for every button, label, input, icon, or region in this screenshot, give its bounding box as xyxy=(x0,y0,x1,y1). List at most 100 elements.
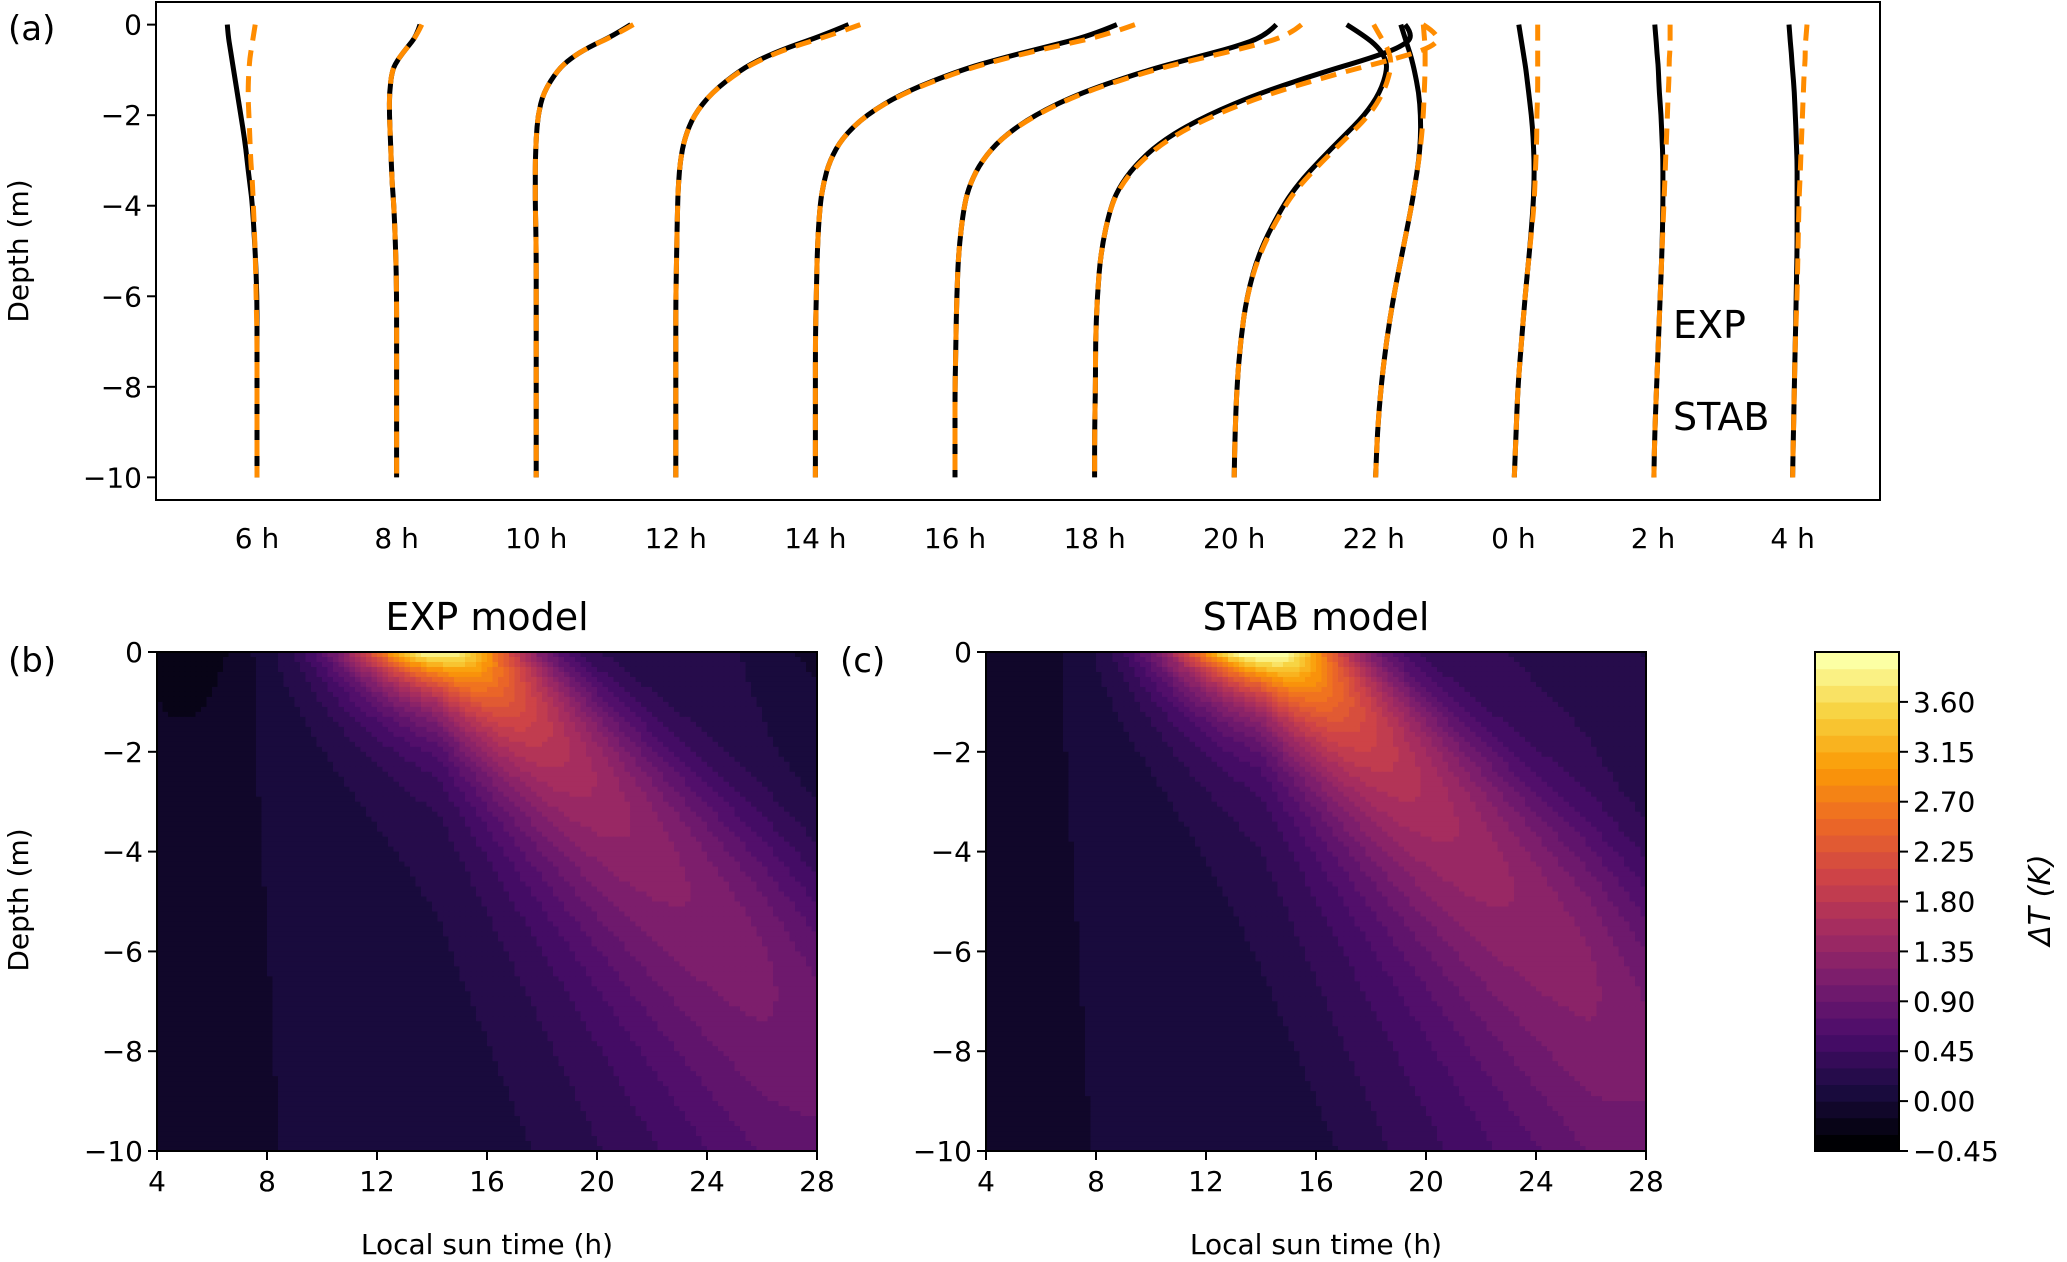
heatmap-cell xyxy=(284,842,290,848)
heatmap-cell xyxy=(729,787,735,793)
heatmap-cell xyxy=(284,772,290,778)
heatmap-cell xyxy=(542,812,548,818)
heatmap-cell xyxy=(251,752,257,758)
heatmap-cell xyxy=(779,762,785,768)
heatmap-cell xyxy=(713,782,719,788)
heatmap-cell xyxy=(515,787,521,793)
heatmap-cell xyxy=(212,677,218,683)
heatmap-cell xyxy=(746,717,752,723)
heatmap-cell xyxy=(465,742,471,748)
heatmap-cell xyxy=(212,672,218,678)
heatmap-cell xyxy=(757,692,763,698)
heatmap-cell xyxy=(421,787,427,793)
heatmap-cell xyxy=(438,782,444,788)
heatmap-cell xyxy=(806,767,812,773)
heatmap-cell xyxy=(801,802,807,808)
heatmap-cell xyxy=(658,662,664,668)
heatmap-cell xyxy=(504,837,510,843)
heatmap-cell xyxy=(212,772,218,778)
heatmap-cell xyxy=(476,822,482,828)
heatmap-cell xyxy=(289,777,295,783)
heatmap-cell xyxy=(757,847,763,853)
heatmap-cell xyxy=(229,797,235,803)
heatmap-cell xyxy=(553,822,559,828)
heatmap-cell xyxy=(740,757,746,763)
heatmap-cell xyxy=(256,842,262,848)
heatmap-cell xyxy=(762,677,768,683)
heatmap-cell xyxy=(223,757,229,763)
heatmap-cell xyxy=(190,772,196,778)
heatmap-cell xyxy=(801,772,807,778)
heatmap-cell xyxy=(465,772,471,778)
heatmap-cell xyxy=(570,727,576,733)
heatmap-cell xyxy=(526,787,532,793)
heatmap-cell xyxy=(773,847,779,853)
heatmap-cell xyxy=(625,767,631,773)
heatmap-cell xyxy=(388,827,394,833)
heatmap-cell xyxy=(471,817,477,823)
heatmap-cell xyxy=(482,847,488,853)
heatmap-cell xyxy=(449,697,455,703)
heatmap-cell xyxy=(377,837,383,843)
heatmap-cell xyxy=(559,677,565,683)
heatmap-cell xyxy=(245,772,251,778)
heatmap-cell xyxy=(696,837,702,843)
heatmap-cell xyxy=(669,782,675,788)
heatmap-cell xyxy=(575,717,581,723)
heatmap-cell xyxy=(460,777,466,783)
heatmap-cell xyxy=(718,727,724,733)
heatmap-cell xyxy=(619,737,625,743)
heatmap-cell xyxy=(405,837,411,843)
heatmap-cell xyxy=(394,752,400,758)
heatmap-cell xyxy=(377,702,383,708)
heatmap-cell xyxy=(366,847,372,853)
heatmap-cell xyxy=(333,847,339,853)
heatmap-cell xyxy=(454,847,460,853)
heatmap-cell xyxy=(586,687,592,693)
heatmap-cell xyxy=(674,707,680,713)
heatmap-cell xyxy=(251,812,257,818)
heatmap-cell xyxy=(669,757,675,763)
heatmap-cell xyxy=(707,802,713,808)
heatmap-cell xyxy=(421,792,427,798)
heatmap-cell xyxy=(707,702,713,708)
heatmap-cell xyxy=(388,732,394,738)
heatmap-cell xyxy=(168,692,174,698)
heatmap-cell xyxy=(509,822,515,828)
heatmap-cell xyxy=(201,747,207,753)
heatmap-cell xyxy=(317,842,323,848)
heatmap-cell xyxy=(751,697,757,703)
heatmap-cell xyxy=(377,692,383,698)
heatmap-cell xyxy=(207,757,213,763)
heatmap-cell xyxy=(394,657,400,663)
heatmap-cell xyxy=(707,747,713,753)
heatmap-cell xyxy=(366,782,372,788)
heatmap-cell xyxy=(278,687,284,693)
heatmap-cell xyxy=(223,852,229,858)
heatmap-cell xyxy=(531,687,537,693)
heatmap-cell xyxy=(443,672,449,678)
heatmap-cell xyxy=(581,737,587,743)
heatmap-cell xyxy=(718,742,724,748)
heatmap-cell xyxy=(179,777,185,783)
heatmap-cell xyxy=(339,682,345,688)
heatmap-cell xyxy=(427,777,433,783)
heatmap-cell xyxy=(614,792,620,798)
heatmap-cell xyxy=(185,742,191,748)
heatmap-cell xyxy=(762,707,768,713)
heatmap-cell xyxy=(740,662,746,668)
heatmap-cell xyxy=(597,697,603,703)
heatmap-cell xyxy=(295,777,301,783)
heatmap-cell xyxy=(410,712,416,718)
heatmap-cell xyxy=(443,807,449,813)
heatmap-cell xyxy=(614,842,620,848)
heatmap-cell xyxy=(410,767,416,773)
heatmap-cell xyxy=(223,717,229,723)
heatmap-cell xyxy=(746,792,752,798)
heatmap-cell xyxy=(691,767,697,773)
heatmap-cell xyxy=(680,672,686,678)
heatmap-cell xyxy=(339,702,345,708)
heatmap-cell xyxy=(388,767,394,773)
heatmap-cell xyxy=(256,687,262,693)
heatmap-cell xyxy=(735,777,741,783)
